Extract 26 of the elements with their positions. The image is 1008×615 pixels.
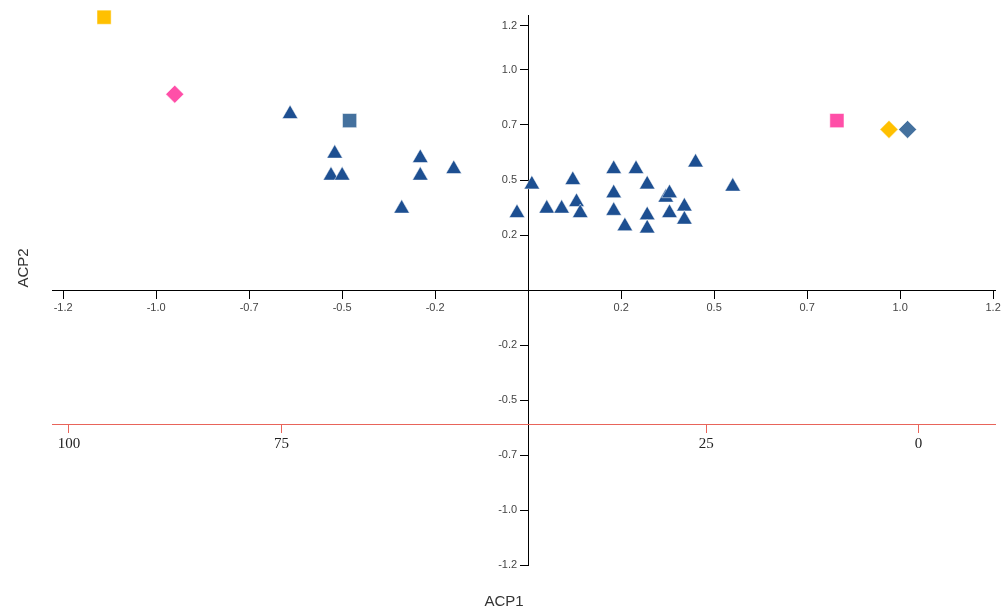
y-axis-title: ACP2	[13, 248, 31, 288]
y-tick-label: 0.7	[501, 118, 518, 131]
x-tick-label: -0.7	[239, 300, 259, 313]
x2-tick-label: 100	[57, 435, 81, 452]
y-tick-label: 0.2	[501, 228, 518, 241]
y-tick-label: 1.0	[501, 63, 518, 76]
y-tick-label: -0.2	[498, 338, 518, 351]
x-tick-label: 0.7	[799, 300, 815, 313]
x-tick-label: -1.2	[53, 300, 73, 313]
y-tick-label: 0.5	[501, 173, 518, 186]
y-tick-label: 1.2	[501, 19, 518, 32]
x2-tick-label: 75	[273, 435, 289, 452]
x-tick-label: 0.5	[706, 300, 722, 313]
x2-tick-label: 0	[914, 435, 923, 452]
x-tick-label: -0.2	[425, 300, 445, 313]
x-tick-label: -1.0	[146, 300, 166, 313]
y-tick-label: -1.0	[498, 503, 518, 516]
x-axis-title: ACP1	[483, 592, 525, 609]
y-tick-label: -0.5	[498, 393, 518, 406]
y-tick-label: -1.2	[498, 558, 518, 571]
x-tick-label: 1.0	[892, 300, 908, 313]
x2-tick-label: 25	[698, 435, 714, 452]
x-tick-label: -0.5	[332, 300, 352, 313]
y-tick-label: -0.7	[498, 448, 518, 461]
x-tick-label: 0.2	[613, 300, 629, 313]
x-tick-label: 1.2	[985, 300, 1001, 313]
